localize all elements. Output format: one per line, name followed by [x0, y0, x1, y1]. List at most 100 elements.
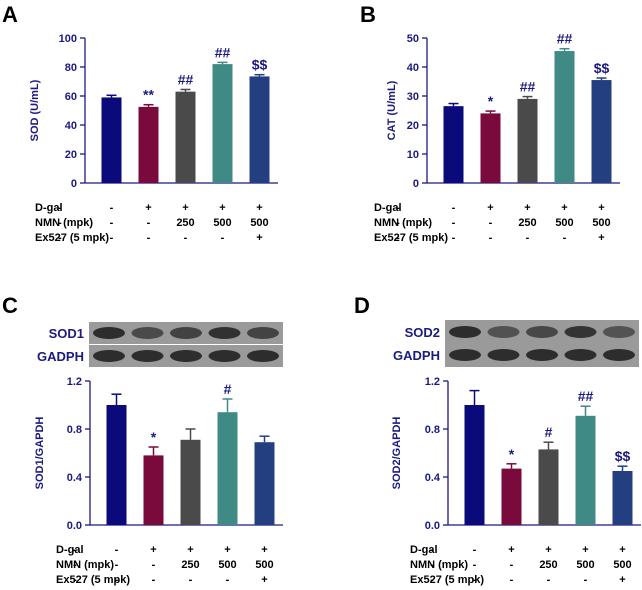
bar — [212, 64, 233, 183]
condition-label: Ex527 (5 mpk) — [56, 574, 130, 586]
condition-value: - — [221, 232, 225, 244]
bar — [138, 106, 159, 183]
y-tick-label: 0.0 — [425, 520, 440, 532]
condition-value: 500 — [255, 559, 273, 571]
condition-label: NMN (mpk) — [35, 217, 93, 229]
blot-band — [564, 326, 597, 338]
bar — [443, 106, 464, 183]
condition-label: D-gal — [56, 544, 84, 556]
condition-spacer: - — [396, 202, 400, 214]
condition-value: + — [224, 544, 230, 556]
condition-value: - — [473, 544, 477, 556]
condition-value: - — [510, 574, 514, 586]
condition-spacer: - — [58, 202, 62, 214]
condition-spacer: - — [73, 559, 77, 571]
blot-band — [170, 350, 202, 362]
condition-value: 250 — [181, 559, 199, 571]
y-tick-label: 20 — [407, 120, 419, 132]
blot-label: SOD2 — [405, 325, 440, 340]
condition-value: + — [487, 202, 493, 214]
bar — [517, 98, 538, 183]
significance-mark: * — [151, 429, 157, 445]
blot-band — [170, 327, 202, 339]
bar — [612, 471, 633, 525]
condition-label: D-gal — [410, 544, 438, 556]
condition-value: - — [152, 574, 156, 586]
condition-value: - — [563, 232, 567, 244]
y-tick-label: 0.4 — [425, 472, 441, 484]
condition-label: Ex527 (5 mpk) — [374, 232, 448, 244]
condition-spacer: - — [58, 217, 62, 229]
condition-value: 500 — [592, 217, 610, 229]
blot-label: GADPH — [393, 348, 440, 363]
blot-band — [603, 349, 635, 361]
condition-value: + — [256, 232, 262, 244]
condition-spacer: - — [430, 574, 434, 586]
condition-value: + — [561, 202, 567, 214]
y-tick-label: 10 — [407, 149, 419, 161]
bar — [591, 80, 612, 183]
y-tick-label: 1.2 — [425, 376, 440, 388]
condition-value: - — [184, 232, 188, 244]
condition-value: - — [115, 544, 119, 556]
y-tick-label: 1.2 — [67, 376, 82, 388]
condition-value: + — [261, 544, 267, 556]
condition-value: 500 — [576, 559, 594, 571]
y-tick-label: 0.8 — [67, 424, 82, 436]
panel-letter: B — [360, 2, 376, 27]
condition-value: - — [226, 574, 230, 586]
y-tick-label: 40 — [407, 62, 419, 74]
condition-label: Ex527 (5 mpk) — [35, 232, 109, 244]
condition-value: - — [473, 559, 477, 571]
condition-value: + — [508, 544, 514, 556]
panel-letter: A — [2, 2, 18, 27]
condition-value: - — [526, 232, 530, 244]
significance-mark: $$ — [615, 448, 631, 464]
condition-value: 500 — [555, 217, 573, 229]
condition-value: - — [115, 559, 119, 571]
bar — [106, 405, 127, 525]
condition-value: + — [145, 202, 151, 214]
condition-value: 500 — [613, 559, 631, 571]
blot-band — [247, 327, 279, 339]
significance-mark: * — [509, 446, 515, 462]
blot-label: GADPH — [37, 349, 84, 364]
condition-value: - — [110, 202, 114, 214]
condition-spacer: - — [396, 232, 400, 244]
condition-value: 500 — [218, 559, 236, 571]
y-tick-label: 50 — [407, 33, 419, 45]
condition-label: D-gal — [35, 202, 63, 214]
condition-label: Ex527 (5 mpk) — [410, 574, 484, 586]
condition-value: 250 — [176, 217, 194, 229]
condition-value: + — [598, 202, 604, 214]
significance-mark: ## — [215, 44, 231, 60]
condition-spacer: - — [58, 232, 62, 244]
condition-value: 500 — [250, 217, 268, 229]
panel-letter: C — [2, 293, 18, 318]
blot-band — [247, 350, 279, 362]
condition-value: - — [189, 574, 193, 586]
condition-value: - — [147, 232, 151, 244]
y-tick-label: 0 — [71, 178, 77, 190]
y-tick-label: 60 — [65, 91, 77, 103]
condition-value: - — [547, 574, 551, 586]
condition-value: + — [582, 544, 588, 556]
condition-value: - — [510, 559, 514, 571]
blot-band — [131, 327, 164, 339]
bar — [217, 412, 238, 525]
condition-value: 500 — [213, 217, 231, 229]
condition-value: 250 — [539, 559, 557, 571]
condition-value: - — [110, 232, 114, 244]
blot-band — [564, 349, 597, 361]
blot-band — [131, 350, 164, 362]
condition-value: + — [598, 232, 604, 244]
y-axis-label: SOD (U/mL) — [29, 79, 41, 141]
y-axis-label: SOD1/GAPDH — [34, 417, 46, 490]
condition-value: - — [452, 202, 456, 214]
condition-value: + — [187, 544, 193, 556]
y-tick-label: 100 — [59, 33, 77, 45]
panel-letter: D — [354, 293, 370, 318]
blot-band — [208, 350, 241, 362]
condition-spacer: - — [73, 544, 77, 556]
condition-value: + — [619, 544, 625, 556]
